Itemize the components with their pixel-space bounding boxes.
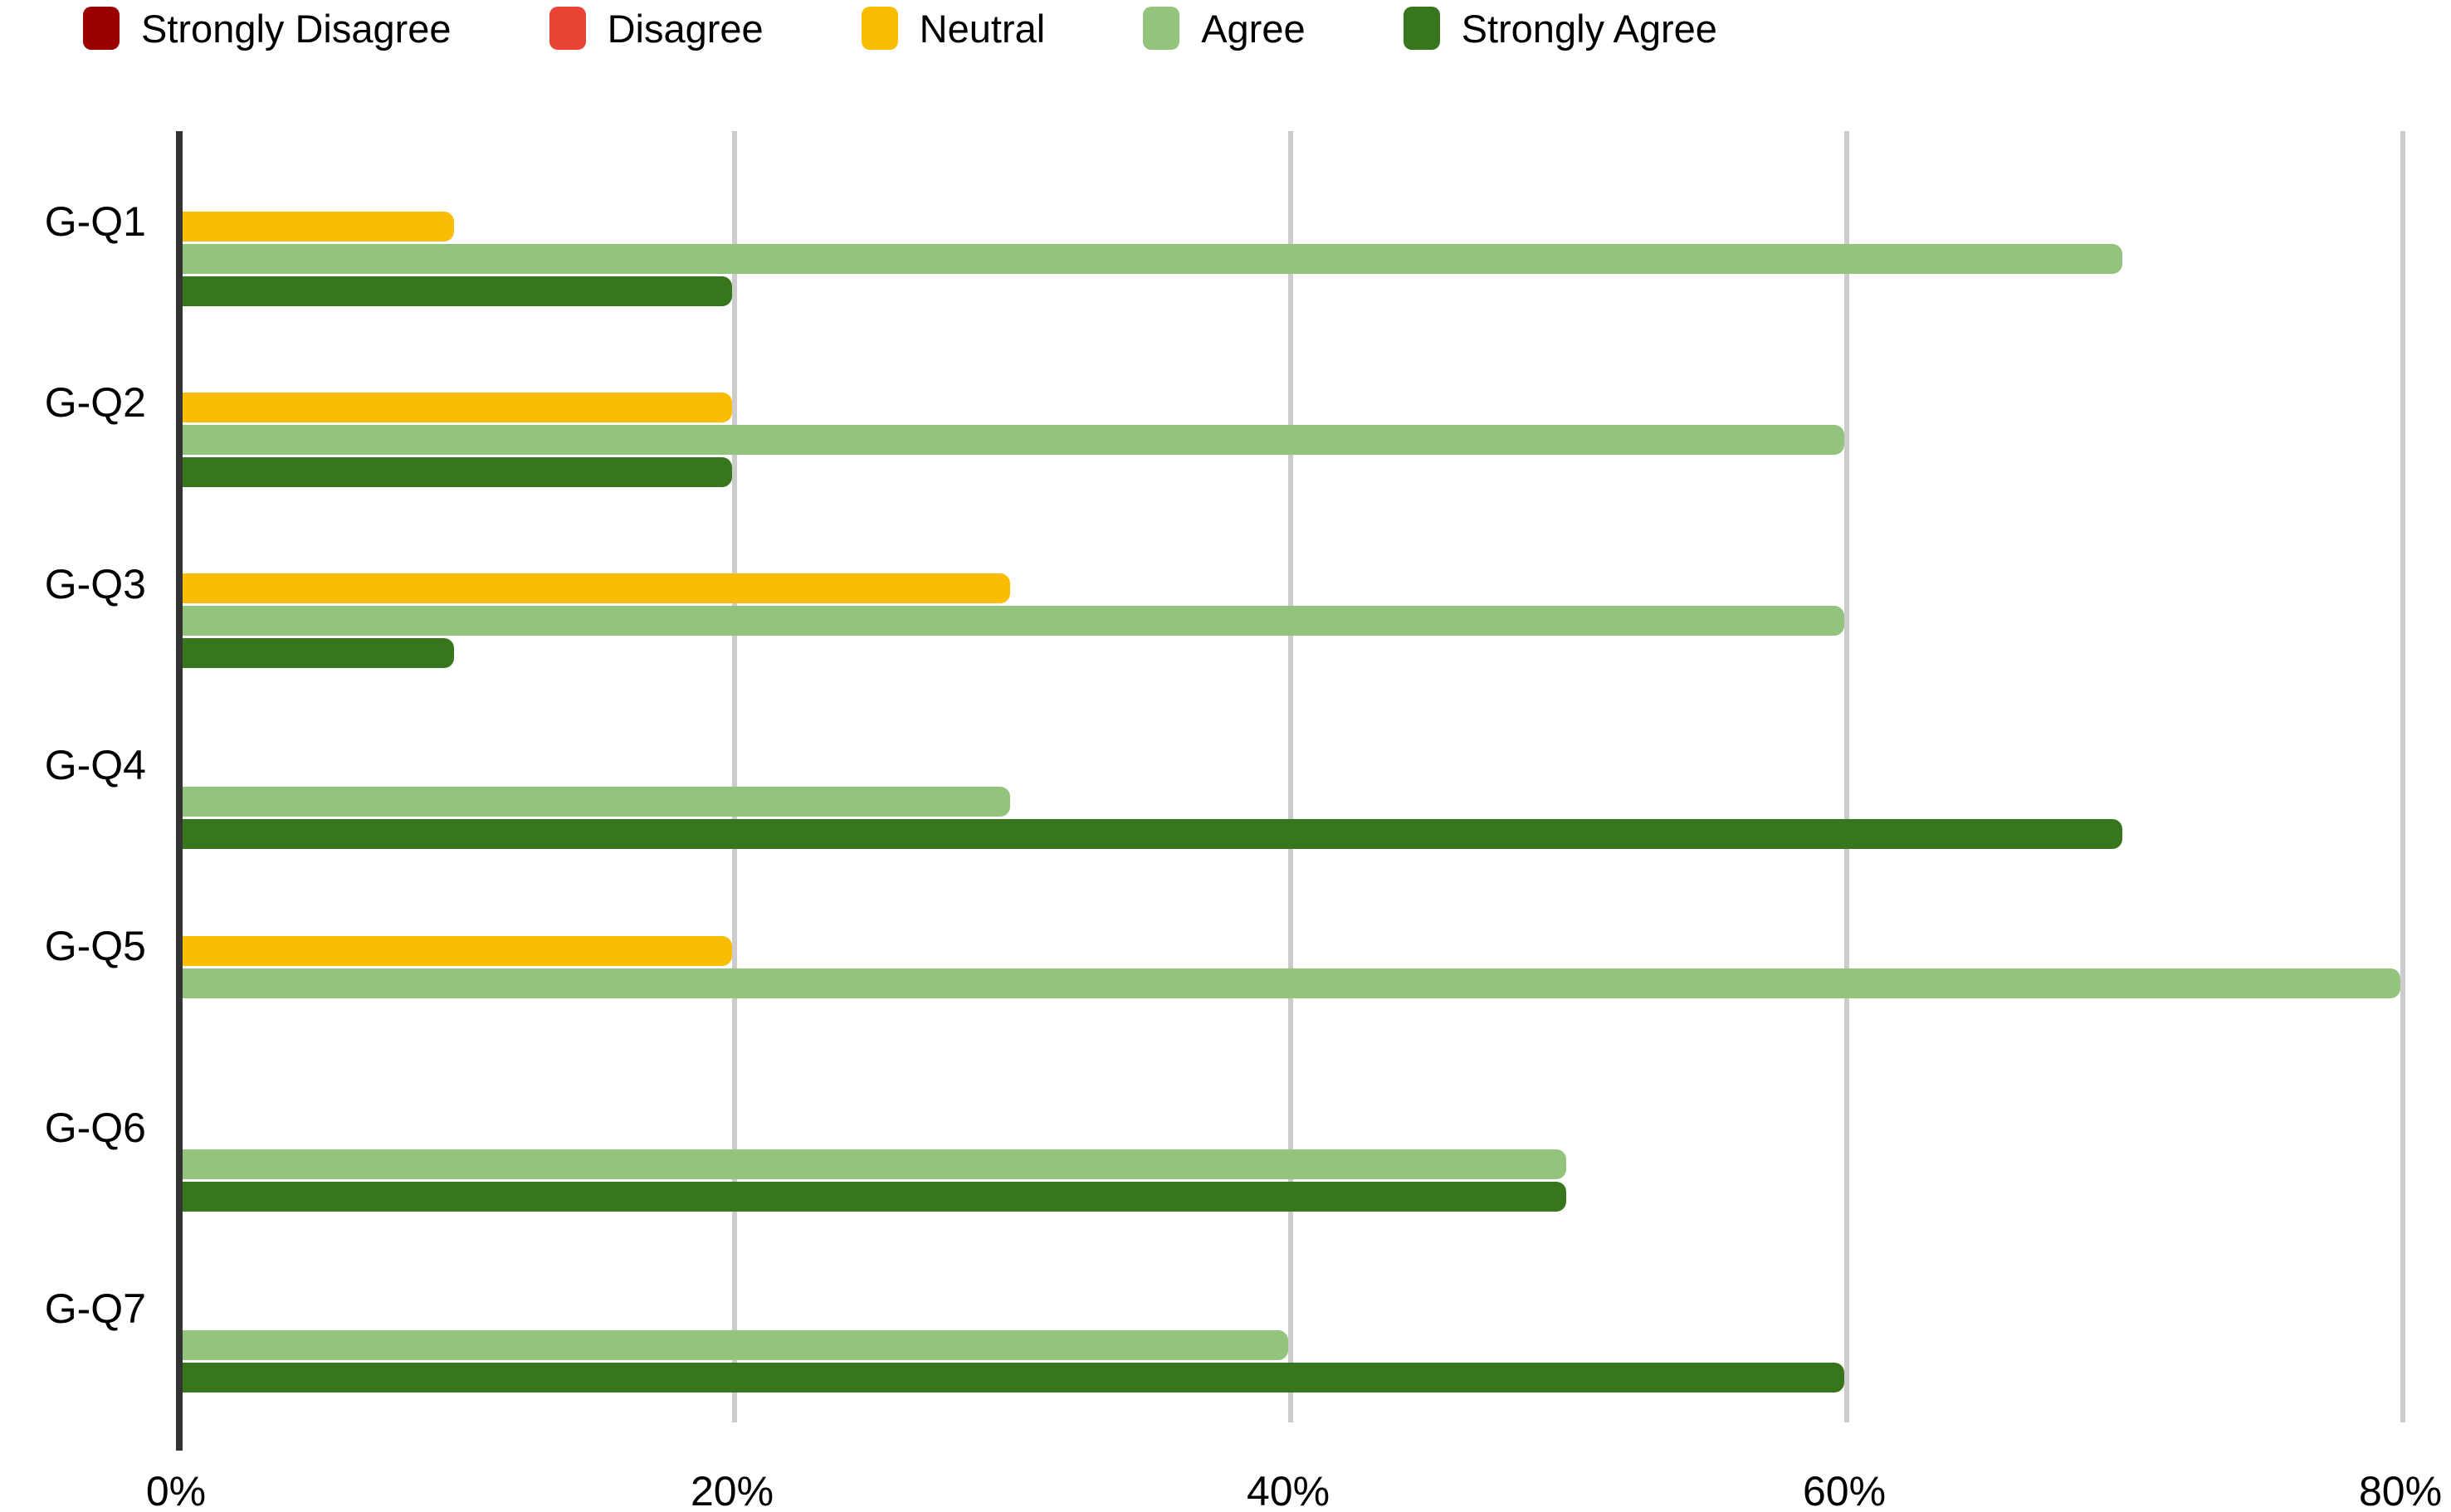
x-tick-80pct: 80% (2358, 1468, 2443, 1512)
bar-group-g-q3 (176, 494, 2451, 675)
category-label-g-q4: G-Q4 (44, 741, 146, 788)
x-tick-20pct: 20% (690, 1468, 774, 1512)
category-label-g-q7: G-Q7 (44, 1285, 146, 1332)
bar-g-q3-agree (176, 606, 1844, 637)
bar-g-q5-neutral (176, 935, 732, 966)
bar-g-q2-neutral (176, 392, 732, 422)
legend-item-neutral: Neutral (861, 6, 1046, 51)
category-label-g-q3: G-Q3 (44, 560, 146, 607)
category-label-g-q1: G-Q1 (44, 198, 146, 246)
category-label-g-q5: G-Q5 (44, 923, 146, 970)
legend-label: Strongly Agree (1461, 6, 1717, 51)
legend-item-agree: Agree (1143, 6, 1306, 51)
legend-label: Agree (1201, 6, 1306, 51)
bar-group-g-q2 (176, 312, 2451, 493)
x-tick-40pct: 40% (1246, 1468, 1330, 1512)
legend-swatch-icon (1143, 7, 1180, 50)
bar-g-q4-strongly-agree (176, 819, 2122, 850)
x-tick-60pct: 60% (1802, 1468, 1887, 1512)
bar-g-q2-strongly-agree (176, 456, 732, 487)
x-axis-labels: 0% 20% 40% 60% 80% (146, 1468, 2451, 1512)
bar-g-q6-strongly-agree (176, 1182, 1566, 1212)
bar-group-g-q4 (176, 675, 2451, 856)
category-label-g-q6: G-Q6 (44, 1104, 146, 1151)
x-tick-0pct: 0% (145, 1468, 207, 1512)
bar-g-q6-agree (176, 1149, 1566, 1180)
chart-area: G-Q1 G-Q2 G-Q3 G-Q4 G-Q5 G-Q6 G-Q7 (0, 131, 2451, 1451)
y-axis-line (176, 131, 183, 1451)
bar-g-q3-strongly-agree (176, 638, 454, 669)
legend-item-strongly-agree: Strongly Agree (1403, 6, 1717, 51)
legend-swatch-icon (1403, 7, 1440, 50)
legend-item-disagree: Disagree (549, 7, 764, 50)
bar-groups (176, 131, 2451, 1399)
bar-g-q7-strongly-agree (176, 1363, 1844, 1393)
legend-swatch-icon (861, 7, 898, 50)
legend-swatch-icon (549, 7, 586, 50)
category-label-g-q2: G-Q2 (44, 379, 146, 427)
legend-item-strongly-disagree: Strongly Disagree (83, 7, 452, 50)
bar-g-q1-neutral (176, 211, 454, 241)
bar-group-g-q6 (176, 1036, 2451, 1217)
gridline-60pct (1844, 131, 1849, 1422)
bar-g-q3-neutral (176, 573, 1010, 604)
bar-g-q1-strongly-agree (176, 276, 732, 306)
bar-group-g-q7 (176, 1218, 2451, 1399)
bar-g-q4-agree (176, 787, 1010, 817)
y-axis-labels: G-Q1 G-Q2 G-Q3 G-Q4 G-Q5 G-Q6 G-Q7 (0, 131, 176, 1399)
legend-label: Disagree (607, 6, 764, 51)
legend-label: Strongly Disagree (141, 6, 452, 51)
bar-g-q7-agree (176, 1330, 1288, 1361)
bar-g-q2-agree (176, 424, 1844, 455)
bar-g-q1-agree (176, 243, 2122, 274)
chart-legend: Strongly Disagree Disagree Neutral Agree Str… (83, 7, 2434, 50)
bar-group-g-q1 (176, 131, 2451, 312)
bar-group-g-q5 (176, 856, 2451, 1036)
legend-swatch-icon (83, 7, 120, 50)
legend-label: Neutral (919, 6, 1046, 51)
gridline-40pct (1288, 131, 1293, 1422)
plot-area (176, 131, 2451, 1451)
gridline-80pct (2400, 131, 2405, 1422)
gridline-20pct (732, 131, 737, 1422)
bar-g-q5-agree (176, 968, 2400, 998)
